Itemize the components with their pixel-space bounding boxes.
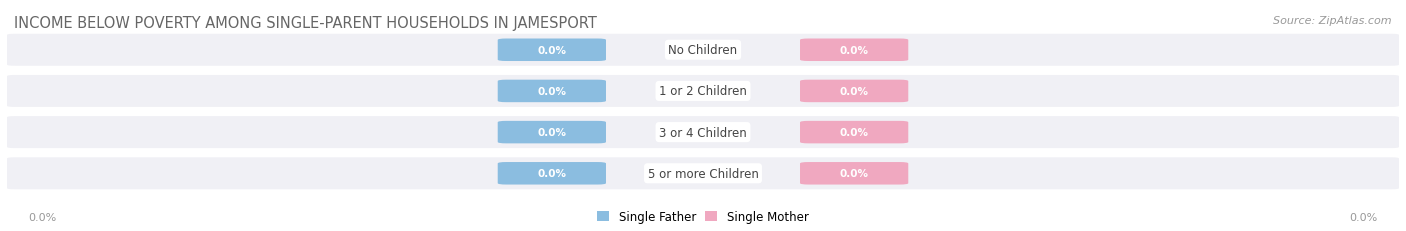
Text: 0.0%: 0.0% [537, 169, 567, 179]
Text: 0.0%: 0.0% [839, 87, 869, 97]
Text: 0.0%: 0.0% [537, 46, 567, 55]
FancyBboxPatch shape [498, 80, 606, 103]
FancyBboxPatch shape [498, 39, 606, 62]
Text: 0.0%: 0.0% [839, 169, 869, 179]
FancyBboxPatch shape [800, 80, 908, 103]
Text: 0.0%: 0.0% [537, 87, 567, 97]
FancyBboxPatch shape [7, 158, 1399, 189]
FancyBboxPatch shape [800, 162, 908, 185]
Text: INCOME BELOW POVERTY AMONG SINGLE-PARENT HOUSEHOLDS IN JAMESPORT: INCOME BELOW POVERTY AMONG SINGLE-PARENT… [14, 16, 598, 31]
Text: 5 or more Children: 5 or more Children [648, 167, 758, 180]
Text: 0.0%: 0.0% [1350, 212, 1378, 222]
Text: 0.0%: 0.0% [537, 128, 567, 137]
FancyBboxPatch shape [498, 121, 606, 144]
Text: Source: ZipAtlas.com: Source: ZipAtlas.com [1274, 16, 1392, 26]
FancyBboxPatch shape [800, 39, 908, 62]
Text: 0.0%: 0.0% [839, 46, 869, 55]
Text: 0.0%: 0.0% [28, 212, 56, 222]
FancyBboxPatch shape [7, 76, 1399, 107]
FancyBboxPatch shape [7, 117, 1399, 149]
Text: 3 or 4 Children: 3 or 4 Children [659, 126, 747, 139]
Text: No Children: No Children [668, 44, 738, 57]
Text: 1 or 2 Children: 1 or 2 Children [659, 85, 747, 98]
Text: 0.0%: 0.0% [839, 128, 869, 137]
Legend: Single Father, Single Mother: Single Father, Single Mother [598, 210, 808, 223]
FancyBboxPatch shape [7, 35, 1399, 67]
FancyBboxPatch shape [498, 162, 606, 185]
FancyBboxPatch shape [800, 121, 908, 144]
